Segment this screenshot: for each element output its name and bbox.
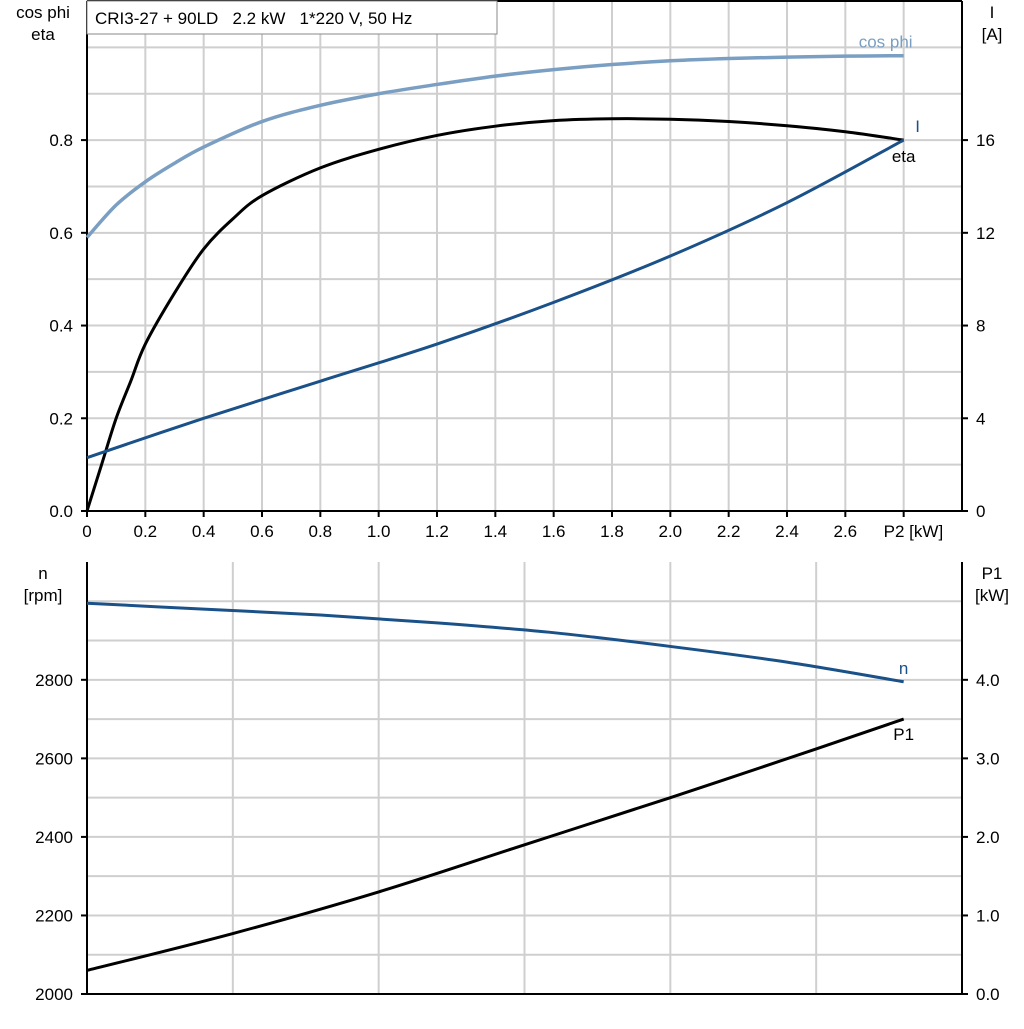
x-tick-label: 1.2	[425, 522, 449, 541]
y-tick-label-right: 0	[976, 502, 985, 521]
series-line-cos-phi	[85, 53, 904, 239]
y-tick-label-right: 4.0	[976, 671, 1000, 690]
x-tick-label: P2 [kW]	[884, 522, 944, 541]
y-tick-label-right: 16	[976, 131, 995, 150]
y-tick-label-left: 0.8	[49, 131, 73, 150]
y-axis-label-left: [rpm]	[24, 586, 63, 605]
x-tick-label: 1.6	[542, 522, 566, 541]
y-axis-label-right: [kW]	[975, 586, 1009, 605]
y-tick-label-left: 2400	[35, 828, 73, 847]
y-axis-label-right: P1	[982, 564, 1003, 583]
x-tick-label: 1.8	[600, 522, 624, 541]
x-tick-label: 0.2	[134, 522, 158, 541]
series-label: P1	[893, 725, 914, 744]
chart-panel-1: 2000 2200 2400 2600 2800 0.0 1.0 2.0 3.0 4.0 n [rpm…	[24, 562, 1009, 1004]
x-tick-label: 1.0	[367, 522, 391, 541]
x-tick-label: 2.4	[775, 522, 799, 541]
x-tick-label: 2.6	[834, 522, 858, 541]
series-line-n	[86, 601, 904, 684]
x-tick-label: 2.0	[659, 522, 683, 541]
y-tick-label-right: 1.0	[976, 906, 1000, 925]
series-line-P1	[86, 717, 905, 972]
series-label: cos phi	[859, 33, 913, 52]
y-axis-label-right: [A]	[982, 25, 1003, 44]
series-line-eta	[85, 117, 904, 512]
x-tick-label: 0	[82, 522, 91, 541]
title-box	[86, 0, 498, 35]
y-axis-label-left: eta	[31, 25, 55, 44]
x-tick-label: 1.4	[484, 522, 508, 541]
y-tick-label-left: 2800	[35, 671, 73, 690]
y-tick-label-left: 2600	[35, 749, 73, 768]
series-label: I	[915, 117, 920, 136]
y-axis-label-left: n	[38, 564, 47, 583]
y-axis-label-right: I	[990, 3, 995, 22]
x-tick-label: 0.4	[192, 522, 216, 541]
y-tick-label-right: 3.0	[976, 749, 1000, 768]
series-label: n	[899, 659, 908, 678]
y-tick-label-left: 0.4	[49, 317, 73, 336]
x-tick-label: 0.6	[250, 522, 274, 541]
y-tick-label-left: 0.0	[49, 502, 73, 521]
y-tick-label-left: 2000	[35, 985, 73, 1004]
y-tick-label-left: 0.6	[49, 224, 73, 243]
y-tick-label-left: 0.2	[49, 409, 73, 428]
y-tick-label-left: 2200	[35, 906, 73, 925]
y-tick-label-right: 4	[976, 409, 985, 428]
series-line-I	[86, 138, 905, 460]
chart-title: CRI3-27 + 90LD 2.2 kW 1*220 V, 50 Hz	[95, 9, 412, 28]
series-label: eta	[892, 147, 916, 166]
y-tick-label-right: 12	[976, 224, 995, 243]
y-tick-label-right: 8	[976, 317, 985, 336]
y-axis-label-left: cos phi	[16, 3, 70, 22]
y-tick-label-right: 2.0	[976, 828, 1000, 847]
x-tick-label: 0.8	[309, 522, 333, 541]
y-tick-label-right: 0.0	[976, 985, 1000, 1004]
chart-panel-0: 0.0 0.2 0.4 0.6 0.8 0 4 8 12 16 0 0.2 0.4 0.6 0.8 1.0 1.…	[16, 0, 1003, 541]
x-tick-label: 2.2	[717, 522, 741, 541]
